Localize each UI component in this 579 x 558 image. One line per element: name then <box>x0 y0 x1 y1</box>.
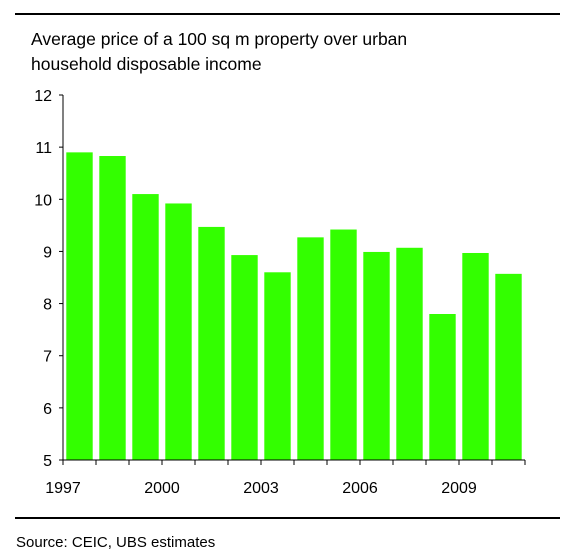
y-tick-label: 10 <box>34 192 52 209</box>
bar-1999 <box>132 194 159 460</box>
bar-2006 <box>363 251 390 460</box>
y-tick-label: 11 <box>35 140 52 157</box>
bar-2004 <box>297 237 324 460</box>
x-tick-label-1997: 1997 <box>45 480 81 497</box>
top-rule <box>15 13 560 15</box>
x-axis-ticks: 1997 2000 2003 2006 2009 <box>45 460 526 497</box>
x-tick-label-2000: 2000 <box>144 480 180 497</box>
chart-title: Average price of a 100 sq m property ove… <box>31 27 561 77</box>
y-tick-label: 6 <box>43 401 52 418</box>
bar-2010 <box>495 273 522 460</box>
y-axis-ticks: 5 6 7 8 9 10 11 12 <box>34 88 63 470</box>
y-tick-label: 9 <box>43 244 52 261</box>
bar-2009 <box>462 252 489 460</box>
x-tick-label-2009: 2009 <box>441 480 477 497</box>
chart-title-line-2: household disposable income <box>31 54 262 74</box>
y-tick-label: 8 <box>43 297 52 314</box>
source-note: Source: CEIC, UBS estimates <box>16 534 216 551</box>
x-tick-label-2003: 2003 <box>243 480 279 497</box>
chart-title-line-1: Average price of a 100 sq m property ove… <box>31 29 408 49</box>
bar-2005 <box>330 229 357 460</box>
bar-2003 <box>264 272 291 460</box>
bar-2000 <box>165 203 192 460</box>
bar-2002 <box>231 255 258 460</box>
bar-2008 <box>429 314 456 460</box>
bar-series <box>66 152 522 461</box>
bottom-rule <box>15 517 560 519</box>
bar-2001 <box>198 226 225 460</box>
y-tick-label: 5 <box>43 453 52 470</box>
y-tick-label: 7 <box>43 349 52 366</box>
x-tick-label-2006: 2006 <box>342 480 378 497</box>
y-tick-label: 12 <box>34 88 52 105</box>
bar-1998 <box>99 156 126 460</box>
bar-2007 <box>396 247 423 460</box>
bar-1997 <box>66 152 93 461</box>
